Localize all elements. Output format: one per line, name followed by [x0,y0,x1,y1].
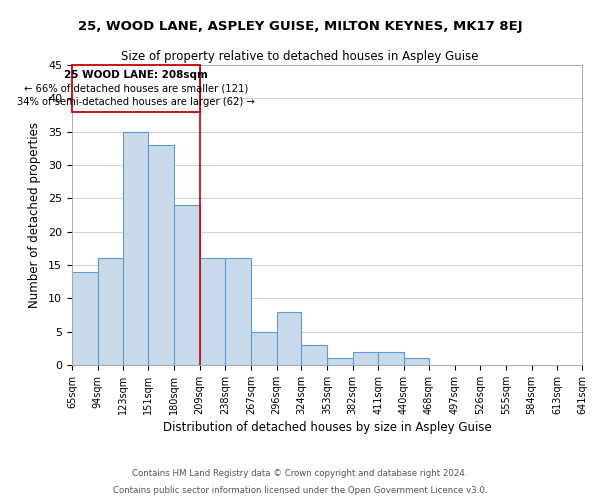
Text: Contains HM Land Registry data © Crown copyright and database right 2024.: Contains HM Land Registry data © Crown c… [132,468,468,477]
Bar [301,345,327,365]
Bar [251,332,277,365]
Y-axis label: Number of detached properties: Number of detached properties [28,122,41,308]
Bar [404,358,429,365]
Bar [72,272,98,365]
Text: 34% of semi-detached houses are larger (62) →: 34% of semi-detached houses are larger (… [17,96,254,106]
Text: 25, WOOD LANE, ASPLEY GUISE, MILTON KEYNES, MK17 8EJ: 25, WOOD LANE, ASPLEY GUISE, MILTON KEYN… [77,20,523,33]
X-axis label: Distribution of detached houses by size in Aspley Guise: Distribution of detached houses by size … [163,421,491,434]
Bar [327,358,353,365]
Bar [277,312,301,365]
Bar [148,145,174,365]
Bar [124,132,148,365]
Bar [199,258,225,365]
Bar [98,258,124,365]
Text: Size of property relative to detached houses in Aspley Guise: Size of property relative to detached ho… [121,50,479,63]
Bar [174,205,200,365]
Text: ← 66% of detached houses are smaller (121): ← 66% of detached houses are smaller (12… [23,84,248,94]
Text: 25 WOOD LANE: 208sqm: 25 WOOD LANE: 208sqm [64,70,208,80]
Bar [379,352,404,365]
Bar [225,258,251,365]
Text: Contains public sector information licensed under the Open Government Licence v3: Contains public sector information licen… [113,486,487,495]
Bar [353,352,379,365]
FancyBboxPatch shape [72,65,199,112]
